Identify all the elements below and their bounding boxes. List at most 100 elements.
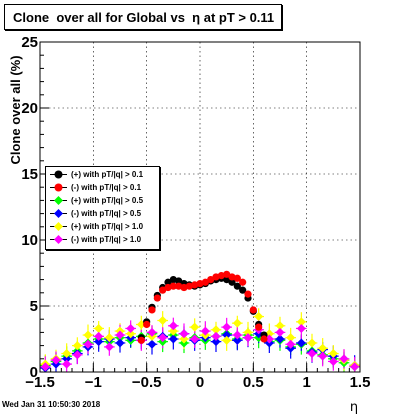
data-point — [307, 338, 317, 348]
data-point — [244, 290, 252, 298]
y-tick-label: 20 — [21, 100, 38, 117]
data-point — [233, 274, 241, 282]
data-point — [286, 333, 296, 343]
data-point — [62, 349, 72, 359]
data-point — [201, 278, 209, 286]
x-tick-label: 1.5 — [350, 374, 371, 391]
data-point — [158, 333, 168, 343]
y-tick-label: 25 — [21, 34, 38, 51]
legend-entry: (+) with pT/|q| > 0.5 — [46, 194, 159, 207]
data-point — [72, 350, 82, 360]
data-point — [223, 276, 231, 284]
data-point — [328, 356, 338, 366]
legend-entry: (-) with pT/|q| > 0.1 — [46, 181, 159, 194]
data-point — [232, 330, 242, 340]
data-point — [275, 334, 285, 344]
data-point — [207, 276, 215, 284]
data-point — [211, 325, 221, 335]
legend-marker-icon — [50, 170, 67, 179]
data-point — [168, 321, 178, 331]
legend-marker-icon — [50, 196, 67, 205]
data-markers — [40, 270, 360, 373]
data-point — [318, 351, 328, 361]
data-point — [94, 337, 104, 347]
data-point — [232, 318, 242, 328]
data-point — [158, 316, 168, 326]
legend-label: (+) with pT/|q| > 0.5 — [71, 196, 144, 205]
data-point — [159, 286, 167, 294]
data-point — [249, 306, 257, 314]
legend-marker-icon — [50, 183, 67, 192]
datestamp: Wed Jan 31 10:50:30 2018 — [2, 400, 101, 409]
y-axis-label: Clone over all (%) — [8, 55, 23, 164]
data-point — [168, 326, 178, 336]
data-point — [148, 306, 156, 314]
legend-entry: (+) with pT/|q| > 1.0 — [46, 220, 159, 233]
legend-entry: (-) with pT/|q| > 0.5 — [46, 207, 159, 220]
data-point — [147, 339, 157, 349]
data-point — [296, 338, 306, 348]
data-point — [243, 333, 253, 343]
data-point — [228, 278, 236, 286]
data-point — [115, 338, 125, 348]
data-point — [243, 327, 253, 337]
legend-entry: (-) with pT/|q| > 1.0 — [46, 233, 159, 246]
y-tick-label: 10 — [21, 232, 38, 249]
x-axis-label: η — [350, 400, 358, 414]
legend-label: (-) with pT/|q| > 1.0 — [71, 235, 142, 244]
data-point — [51, 355, 61, 365]
data-point — [137, 336, 145, 344]
data-point — [83, 330, 93, 340]
data-point — [104, 333, 114, 343]
data-point — [222, 330, 232, 340]
data-point — [179, 329, 189, 339]
data-point — [175, 277, 183, 285]
data-point — [307, 349, 317, 359]
data-point — [233, 282, 241, 290]
data-point — [126, 329, 136, 339]
data-point — [222, 335, 232, 345]
data-point — [239, 286, 247, 294]
data-point — [275, 321, 285, 331]
x-tick-label: −0.5 — [132, 374, 162, 391]
data-point — [223, 270, 231, 278]
data-point — [94, 323, 104, 333]
data-point — [143, 320, 151, 329]
data-point — [179, 334, 189, 344]
data-point — [211, 337, 221, 347]
x-tick-label: 0.5 — [243, 374, 264, 391]
y-tick-label: 15 — [21, 166, 38, 183]
data-point — [94, 331, 104, 341]
legend-label: (+) with pT/|q| > 0.1 — [71, 170, 144, 179]
legend-label: (+) with pT/|q| > 1.0 — [71, 222, 144, 231]
data-point — [318, 343, 328, 353]
data-point — [164, 278, 172, 286]
legend-marker-icon — [50, 235, 67, 244]
data-point — [190, 322, 200, 332]
legend-label: (-) with pT/|q| > 0.1 — [71, 183, 142, 192]
data-point — [83, 339, 93, 349]
data-point — [126, 323, 136, 333]
tick-labels: −1.5 −1 −0.5 0 0.5 1 1.5 0 5 10 15 20 25 — [21, 34, 370, 391]
legend: (+) with pT/|q| > 0.1 (-) with pT/|q| > … — [45, 166, 160, 250]
data-point — [232, 335, 242, 345]
data-point — [168, 334, 178, 344]
x-tick-label: −1.5 — [25, 374, 55, 391]
data-point — [328, 349, 338, 359]
data-point — [190, 334, 200, 344]
data-point — [40, 362, 50, 372]
data-point — [296, 323, 306, 333]
data-point — [115, 330, 125, 340]
data-point — [211, 331, 221, 341]
x-tick-label: −1 — [85, 374, 102, 391]
data-point — [62, 359, 72, 369]
x-tick-label: 1 — [302, 374, 310, 391]
data-point — [255, 323, 263, 331]
y-tick-label: 0 — [30, 364, 38, 381]
x-tick-label: 0 — [196, 374, 204, 391]
data-point — [200, 326, 210, 336]
data-point — [239, 278, 247, 286]
data-point — [169, 282, 177, 290]
data-point — [62, 354, 72, 364]
